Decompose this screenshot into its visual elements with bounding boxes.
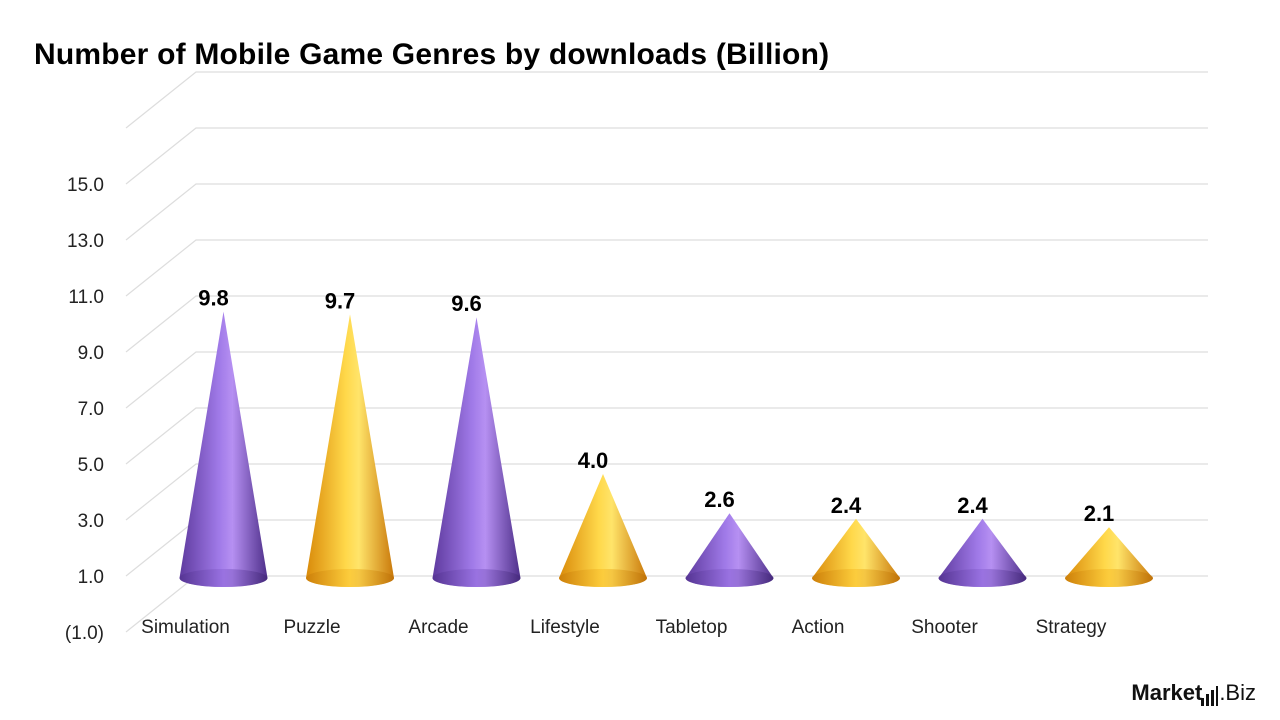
cone-simulation [179,311,268,587]
grid-line [125,463,1208,521]
y-tick-label: 15.0 [67,175,104,196]
cone-base [938,569,1027,587]
value-labels: 9.8 9.7 9.6 4.0 2.6 2.4 2.4 2.1 [198,286,1114,527]
cone-body [306,314,394,587]
brand-name: Market [1131,680,1203,705]
y-tick-label: 13.0 [67,231,104,252]
value-label: 2.4 [957,493,988,518]
value-label: 2.4 [831,493,862,518]
grid-line [125,295,1208,353]
value-label: 9.6 [451,291,482,316]
brand-suffix: .Biz [1219,680,1256,705]
grid-line [125,351,1208,409]
brand-logo: Market .Biz [1131,680,1256,706]
cone-base [179,569,268,587]
grid-line [125,239,1208,297]
cone-shooter [938,518,1027,587]
y-axis-ticks: (1.0) 1.0 3.0 5.0 7.0 9.0 11.0 13.0 15.0 [65,175,104,644]
grid-line [125,127,1208,185]
value-label: 2.6 [704,487,735,512]
cone-tabletop [685,513,774,587]
cone-strategy [1065,527,1153,587]
cone-arcade [432,317,521,587]
cone-base [432,569,521,587]
category-label: Simulation [141,617,230,638]
cone-body [938,518,1027,587]
value-label: 2.1 [1084,501,1115,526]
cone-body [812,518,900,587]
grid-line [125,519,1208,577]
category-label: Puzzle [283,617,340,638]
category-labels: Simulation Puzzle Arcade Lifestyle Tabletop A… [141,617,1107,638]
y-tick-label: 7.0 [78,399,104,420]
value-label: 4.0 [578,448,609,473]
y-tick-label: 1.0 [78,567,104,588]
chart-title: Number of Mobile Game Genres by download… [34,38,830,71]
cone-body [179,311,268,587]
cone-body [685,513,774,587]
y-tick-label: 3.0 [78,511,104,532]
cone-lifestyle [559,474,647,587]
value-label: 9.7 [325,288,356,313]
grid-line [125,407,1208,465]
cone-base [685,569,774,587]
y-tick-label: 11.0 [68,287,104,308]
cone-base [812,569,900,587]
bar-chart-icon [1201,686,1219,706]
category-label: Tabletop [656,617,728,638]
value-label: 9.8 [198,286,229,311]
category-label: Strategy [1036,617,1107,638]
y-tick-label: 5.0 [78,455,104,476]
cone-base [306,569,394,587]
grid-lines [125,71,1208,633]
category-label: Arcade [408,617,468,638]
category-label: Action [792,617,845,638]
cone-base [1065,569,1153,587]
category-label: Lifestyle [530,617,600,638]
grid-line [125,183,1208,241]
y-tick-label: 9.0 [78,343,104,364]
cone-puzzle [306,314,394,587]
cones [179,311,1153,587]
y-tick-label: (1.0) [65,623,104,644]
cone-body [432,317,521,587]
cone-action [812,518,900,587]
cone-body [559,474,647,587]
cone-base [559,569,647,587]
grid-line [125,71,1208,129]
category-label: Shooter [911,617,978,638]
